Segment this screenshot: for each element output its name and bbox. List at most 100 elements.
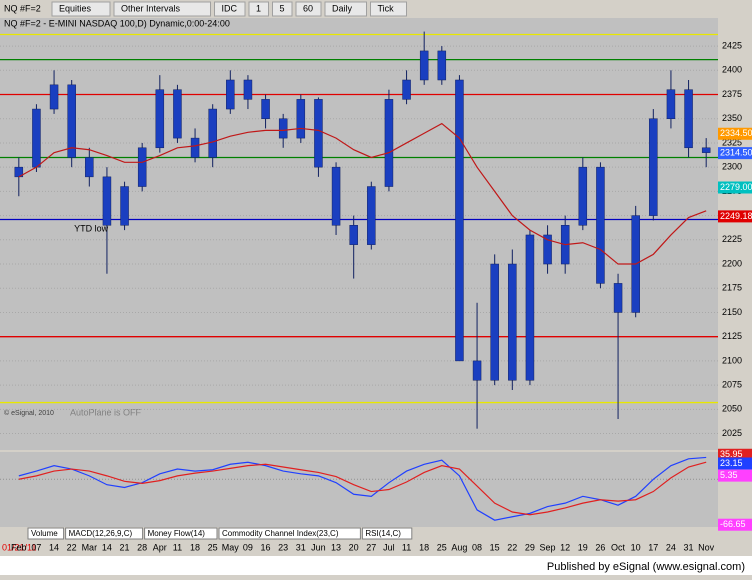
x-tick-label: Jul — [383, 542, 395, 552]
indicator-tab-label[interactable]: Volume — [31, 529, 58, 538]
candle-body — [314, 99, 323, 168]
x-tick-label: Nov — [698, 542, 715, 552]
toolbar-button-label[interactable]: Equities — [59, 3, 92, 13]
toolbar-button[interactable] — [51, 1, 111, 17]
candle-body — [296, 99, 306, 139]
y-tick-label: 2325 — [722, 137, 742, 147]
x-tick-label: 17 — [648, 542, 658, 552]
price-tag-label: 2249.18 — [720, 211, 752, 221]
toolbar-button[interactable] — [248, 1, 269, 17]
indicator-tab[interactable] — [144, 527, 218, 540]
footer-bar — [0, 556, 752, 575]
toolbar-button-label[interactable]: Daily — [332, 3, 353, 13]
x-tick-label: Oct — [611, 542, 626, 552]
toolbar-button-label[interactable]: Other Intervals — [121, 3, 181, 13]
candle-body — [402, 79, 411, 100]
x-tick-label: 11 — [173, 542, 182, 552]
candle-body — [684, 89, 693, 149]
price-tag-label: 2279.00 — [720, 182, 752, 192]
candle-body — [226, 79, 235, 110]
x-tick-label: 13 — [331, 542, 341, 552]
macd-pane — [0, 452, 718, 527]
x-tick-label: 10 — [631, 542, 641, 552]
price-tag-label: 2314.50 — [720, 147, 752, 157]
candle-body — [32, 108, 41, 168]
toolbar-button[interactable] — [324, 1, 367, 17]
candle-body — [120, 186, 129, 226]
price-tag — [718, 147, 752, 160]
x-tick-label: 31 — [296, 542, 306, 552]
copyright: © eSignal, 2010 — [4, 409, 54, 417]
annotation: YTD low — [74, 224, 109, 234]
x-tick-label: 31 — [684, 542, 694, 552]
price-tag-label: 2334.50 — [720, 128, 752, 138]
candle-body — [508, 263, 517, 381]
indicator-tab-label[interactable]: Money Flow(14) — [148, 529, 206, 538]
x-tick-label: 25 — [437, 542, 447, 552]
toolbar-button[interactable] — [295, 1, 322, 17]
indicator-tab[interactable] — [361, 527, 413, 540]
toolbar-button-label[interactable]: 1 — [256, 3, 261, 13]
moving-average — [18, 122, 707, 265]
x-tick-label: 23 — [278, 542, 288, 552]
y-tick-label: 2350 — [722, 113, 742, 123]
y-tick-label: 2050 — [722, 404, 742, 414]
toolbar-button-label[interactable]: 60 — [303, 3, 313, 13]
y-tick-label: 2225 — [722, 234, 742, 244]
y-tick-label: 2175 — [722, 283, 742, 293]
x-tick-label: Aug — [451, 542, 467, 552]
indicator-tab[interactable] — [65, 527, 144, 540]
y-tick-label: 2400 — [722, 65, 742, 75]
x-tick-label: 08 — [472, 542, 482, 552]
candle-body — [437, 50, 447, 81]
candle-body — [455, 79, 464, 362]
toolbar-button[interactable] — [370, 1, 407, 17]
price-tag — [718, 210, 752, 223]
macd-line — [18, 456, 707, 521]
candle-body — [155, 89, 165, 149]
candle-body — [419, 50, 429, 81]
candle-body — [596, 166, 605, 284]
macd-line — [18, 461, 707, 516]
candle-body — [578, 166, 588, 226]
x-tick-label: 27 — [366, 542, 376, 552]
price-tag — [718, 181, 752, 194]
candle-body — [384, 99, 394, 187]
toolbar-button-label[interactable]: 5 — [280, 3, 285, 13]
watermark: AutoPlane is OFF — [70, 407, 142, 417]
candle-body — [278, 118, 288, 139]
toolbar-button-label[interactable]: Tick — [378, 3, 395, 13]
indicator-tab-label[interactable]: RSI(14,C) — [365, 529, 401, 538]
x-tick-label: Apr — [153, 542, 167, 552]
price-tag-label: 35.95 — [720, 449, 743, 459]
x-tick-label: 25 — [208, 542, 218, 552]
price-pane — [0, 18, 718, 450]
candle-body — [261, 99, 270, 119]
x-tick-label: 11 — [402, 542, 411, 552]
x-tick-label: 18 — [419, 542, 429, 552]
candle-body — [173, 89, 182, 139]
indicator-tab[interactable] — [218, 527, 361, 540]
x-tick-label: 12 — [560, 542, 570, 552]
date-axis — [0, 540, 752, 556]
x-tick-label: 24 — [666, 542, 676, 552]
symbol: NQ #F=2 — [4, 3, 41, 13]
indicator-tab-label[interactable]: Commodity Channel Index(23,C) — [222, 529, 339, 538]
candle-body — [243, 79, 253, 100]
x-tick-label: 28 — [137, 542, 147, 552]
toolbar-button-label[interactable]: IDC — [222, 3, 238, 13]
x-tick-label: 14 — [49, 542, 59, 552]
candle-body — [472, 360, 482, 381]
indicator-tab[interactable] — [27, 527, 65, 540]
price-tag-label: 5.35 — [720, 470, 738, 480]
toolbar-button[interactable] — [113, 1, 211, 17]
candle-body — [102, 176, 112, 226]
x-tick-label: 16 — [261, 542, 271, 552]
y-tick-label: 2200 — [722, 258, 742, 268]
candle-body — [331, 166, 341, 226]
footer-credit: Published by eSignal (www.esignal.com) — [547, 561, 745, 573]
indicator-tab-label[interactable]: MACD(12,26,9,C) — [69, 529, 133, 538]
candle-body — [49, 84, 59, 110]
toolbar-button[interactable] — [214, 1, 246, 17]
toolbar-button[interactable] — [272, 1, 293, 17]
